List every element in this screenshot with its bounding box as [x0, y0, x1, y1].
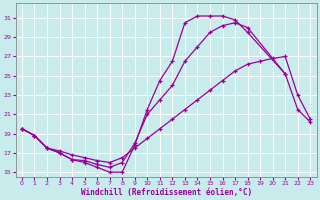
X-axis label: Windchill (Refroidissement éolien,°C): Windchill (Refroidissement éolien,°C): [81, 188, 252, 197]
